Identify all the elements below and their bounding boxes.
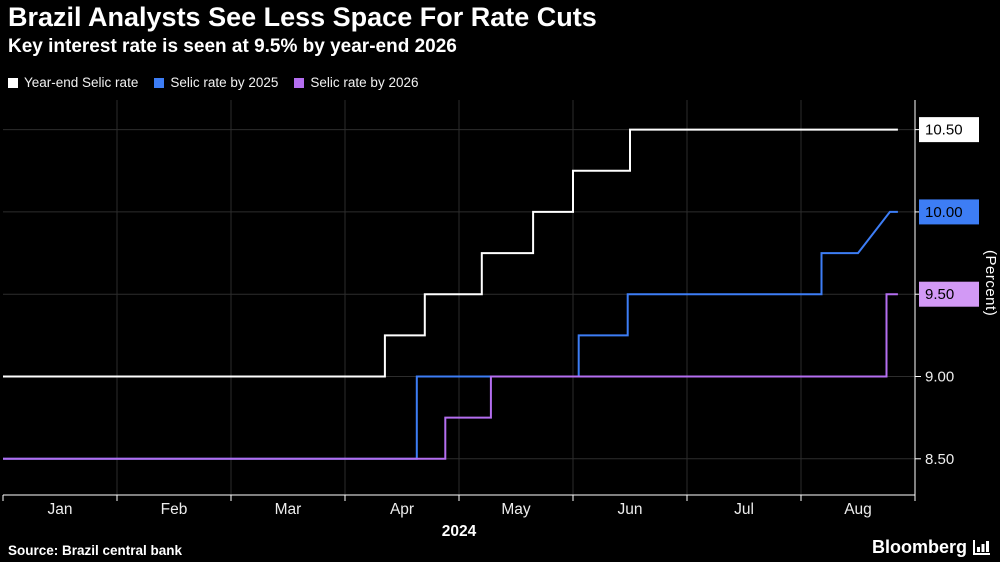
legend-item: Selic rate by 2026: [294, 75, 418, 90]
axis-value-box: [919, 281, 979, 307]
legend-label: Year-end Selic rate: [24, 75, 139, 90]
x-tick-label: Jan: [48, 501, 73, 518]
bloomberg-logo: Bloomberg: [872, 537, 990, 558]
bloomberg-chart-icon: [973, 540, 990, 555]
axis-value-box: [919, 199, 979, 225]
legend-item: Year-end Selic rate: [8, 75, 138, 90]
y-tick-label: 9.00: [925, 369, 954, 386]
legend: Year-end Selic rate Selic rate by 2025 Sel…: [8, 75, 418, 90]
legend-swatch: [154, 77, 165, 88]
legend-item: Selic rate by 2025: [154, 75, 278, 90]
x-tick-label: Apr: [390, 501, 414, 518]
legend-swatch: [8, 77, 18, 88]
axis-value-box-label: 9.50: [925, 286, 954, 303]
x-axis-year-label: 2024: [442, 523, 477, 540]
legend-label: Selic rate by 2025: [170, 75, 279, 90]
series-line: [3, 293, 898, 460]
series-line: [3, 128, 898, 378]
x-tick-label: Feb: [161, 501, 188, 518]
legend-swatch: [294, 77, 305, 88]
legend-label: Selic rate by 2026: [310, 75, 419, 90]
y-tick-label: 8.50: [925, 451, 954, 468]
x-tick-label: May: [501, 501, 531, 518]
axis-value-box: [919, 117, 979, 143]
axis-value-box-label: 10.50: [925, 122, 963, 139]
bloomberg-wordmark: Bloomberg: [871, 537, 967, 557]
axis-value-box-label: 10.00: [925, 204, 963, 221]
x-tick-label: Aug: [844, 501, 872, 518]
x-tick-label: Jun: [618, 501, 643, 518]
page-title: Brazil Analysts See Less Space For Rate …: [8, 2, 597, 32]
page-subtitle: Key interest rate is seen at 9.5% by yea…: [8, 36, 457, 57]
source-note: Source: Brazil central bank: [8, 543, 183, 558]
x-tick-label: Mar: [275, 501, 302, 518]
x-tick-label: Jul: [734, 501, 754, 518]
series-line: [3, 210, 898, 460]
y-axis-title: (Percent): [982, 250, 999, 317]
